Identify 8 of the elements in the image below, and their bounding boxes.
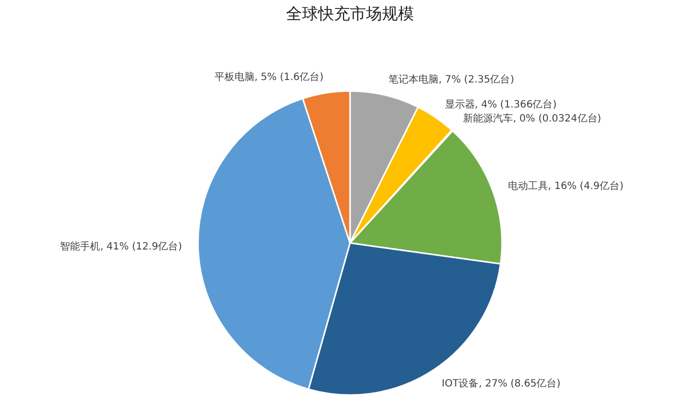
slice-label: 平板电脑, 5% (1.6亿台) (214, 71, 324, 84)
slice-label: 新能源汽车, 0% (0.0324亿台) (462, 112, 602, 125)
slice-label: IOT设备, 27% (8.65亿台) (442, 378, 561, 390)
slice-label: 智能手机, 41% (12.9亿台) (60, 240, 182, 252)
slice-label: 电动工具, 16% (4.9亿台) (508, 180, 624, 192)
slice-label: 显示器, 4% (1.366亿台) (444, 98, 557, 110)
slice-label: 笔记本电脑, 7% (2.35亿台) (388, 74, 514, 86)
chart-title: 全球快充市场规模 (286, 4, 414, 24)
